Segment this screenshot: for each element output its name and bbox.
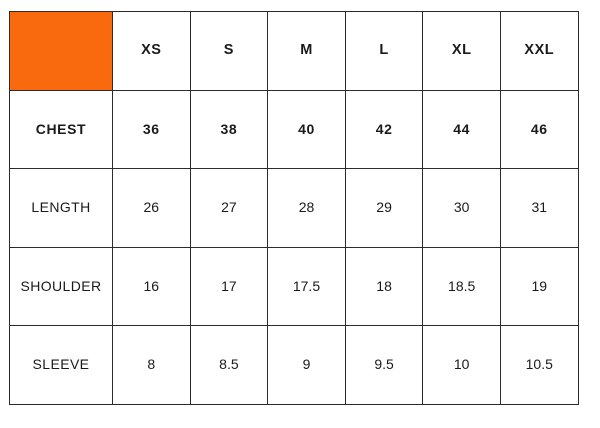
cell-sleeve-s: 8.5 xyxy=(189,325,269,405)
cell-chest-s: 38 xyxy=(189,89,269,170)
column-header-m: M xyxy=(267,11,346,91)
cell-length-l: 29 xyxy=(344,168,424,248)
row-label-sleeve: SLEEVE xyxy=(9,325,113,405)
cell-sleeve-xxl: 10.5 xyxy=(499,325,579,405)
cell-shoulder-s: 17 xyxy=(189,246,269,327)
cell-shoulder-xl: 18.5 xyxy=(422,246,501,327)
cell-length-m: 28 xyxy=(267,168,346,248)
column-header-xl: XL xyxy=(422,11,501,91)
table-header-row: XS S M L XL XXL xyxy=(9,11,579,91)
cell-sleeve-xl: 10 xyxy=(422,325,501,405)
table-row-length: LENGTH 26 27 28 29 30 31 xyxy=(9,168,579,248)
cell-sleeve-m: 9 xyxy=(267,325,346,405)
cell-shoulder-m: 17.5 xyxy=(267,246,346,327)
cell-sleeve-xs: 8 xyxy=(112,325,191,405)
cell-chest-xs: 36 xyxy=(112,89,191,170)
corner-accent-swatch xyxy=(9,11,113,91)
cell-chest-xl: 44 xyxy=(422,89,501,170)
column-header-l: L xyxy=(344,11,424,91)
row-label-length: LENGTH xyxy=(9,168,113,248)
cell-length-s: 27 xyxy=(189,168,269,248)
cell-length-xxl: 31 xyxy=(499,168,579,248)
cell-chest-xxl: 46 xyxy=(499,89,579,170)
size-chart-table: XS S M L XL XXL CHEST 36 38 40 42 44 46 … xyxy=(9,11,579,405)
cell-chest-m: 40 xyxy=(267,89,346,170)
cell-length-xs: 26 xyxy=(112,168,191,248)
table-row-chest: CHEST 36 38 40 42 44 46 xyxy=(9,89,579,170)
table-row-sleeve: SLEEVE 8 8.5 9 9.5 10 10.5 xyxy=(9,325,579,405)
cell-shoulder-xs: 16 xyxy=(112,246,191,327)
cell-shoulder-xxl: 19 xyxy=(499,246,579,327)
column-header-xxl: XXL xyxy=(499,11,579,91)
column-header-xs: XS xyxy=(112,11,191,91)
row-label-chest: CHEST xyxy=(9,89,113,170)
table-row-shoulder: SHOULDER 16 17 17.5 18 18.5 19 xyxy=(9,246,579,327)
column-header-s: S xyxy=(189,11,269,91)
cell-length-xl: 30 xyxy=(422,168,501,248)
row-label-shoulder: SHOULDER xyxy=(9,246,113,327)
cell-shoulder-l: 18 xyxy=(344,246,424,327)
cell-chest-l: 42 xyxy=(344,89,424,170)
cell-sleeve-l: 9.5 xyxy=(344,325,424,405)
